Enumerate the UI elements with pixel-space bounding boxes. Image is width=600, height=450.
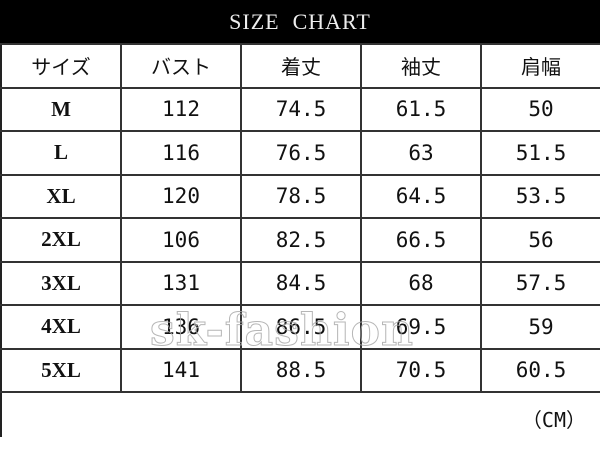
measurement-cell: 120	[120, 173, 242, 219]
measurement-cell: 64.5	[360, 173, 482, 219]
measurement-cell: 61.5	[360, 86, 482, 132]
measurement-cell: 78.5	[240, 173, 362, 219]
measurement-cell: 116	[120, 130, 242, 176]
table-row: 2XL 106 82.5 66.5 56	[0, 217, 600, 263]
table-row: L 116 76.5 63 51.5	[0, 130, 600, 176]
chart-title-bar: SIZE CHART	[0, 0, 600, 43]
measurement-cell: 53.5	[480, 173, 600, 219]
measurement-cell: 141	[120, 347, 242, 393]
measurement-cell: 57.5	[480, 260, 600, 306]
header-size: サイズ	[0, 43, 122, 89]
size-label: L	[0, 130, 122, 176]
measurement-cell: 66.5	[360, 217, 482, 263]
unit-row: （CM）	[0, 391, 600, 437]
measurement-cell: 86.5	[240, 304, 362, 350]
measurement-cell: 84.5	[240, 260, 362, 306]
measurement-cell: 50	[480, 86, 600, 132]
measurement-cell: 76.5	[240, 130, 362, 176]
size-label: 2XL	[0, 217, 122, 263]
measurement-cell: 63	[360, 130, 482, 176]
measurement-cell: 69.5	[360, 304, 482, 350]
measurement-cell: 82.5	[240, 217, 362, 263]
header-sleeve: 袖丈	[360, 43, 482, 89]
header-shoulder: 肩幅	[480, 43, 600, 89]
table-row: 5XL 141 88.5 70.5 60.5	[0, 347, 600, 393]
size-label: M	[0, 86, 122, 132]
measurement-cell: 131	[120, 260, 242, 306]
unit-label: （CM）	[0, 391, 600, 437]
size-label: 4XL	[0, 304, 122, 350]
size-label: XL	[0, 173, 122, 219]
table-row: 4XL 136 86.5 69.5 59	[0, 304, 600, 350]
size-label: 5XL	[0, 347, 122, 393]
header-bust: バスト	[120, 43, 242, 89]
header-row: サイズ バスト 着丈 袖丈 肩幅	[0, 43, 600, 89]
measurement-cell: 88.5	[240, 347, 362, 393]
measurement-cell: 51.5	[480, 130, 600, 176]
measurement-cell: 106	[120, 217, 242, 263]
chart-title: SIZE CHART	[229, 8, 371, 34]
measurement-cell: 60.5	[480, 347, 600, 393]
measurement-cell: 59	[480, 304, 600, 350]
measurement-cell: 56	[480, 217, 600, 263]
measurement-cell: 136	[120, 304, 242, 350]
measurement-cell: 68	[360, 260, 482, 306]
size-label: 3XL	[0, 260, 122, 306]
table-row: XL 120 78.5 64.5 53.5	[0, 173, 600, 219]
measurement-cell: 74.5	[240, 86, 362, 132]
table-row: 3XL 131 84.5 68 57.5	[0, 260, 600, 306]
measurement-cell: 112	[120, 86, 242, 132]
size-table: サイズ バスト 着丈 袖丈 肩幅 M 112 74.5 61.5 50 L 116 76.5 6…	[0, 43, 600, 437]
table-row: M 112 74.5 61.5 50	[0, 86, 600, 132]
measurement-cell: 70.5	[360, 347, 482, 393]
header-length: 着丈	[240, 43, 362, 89]
